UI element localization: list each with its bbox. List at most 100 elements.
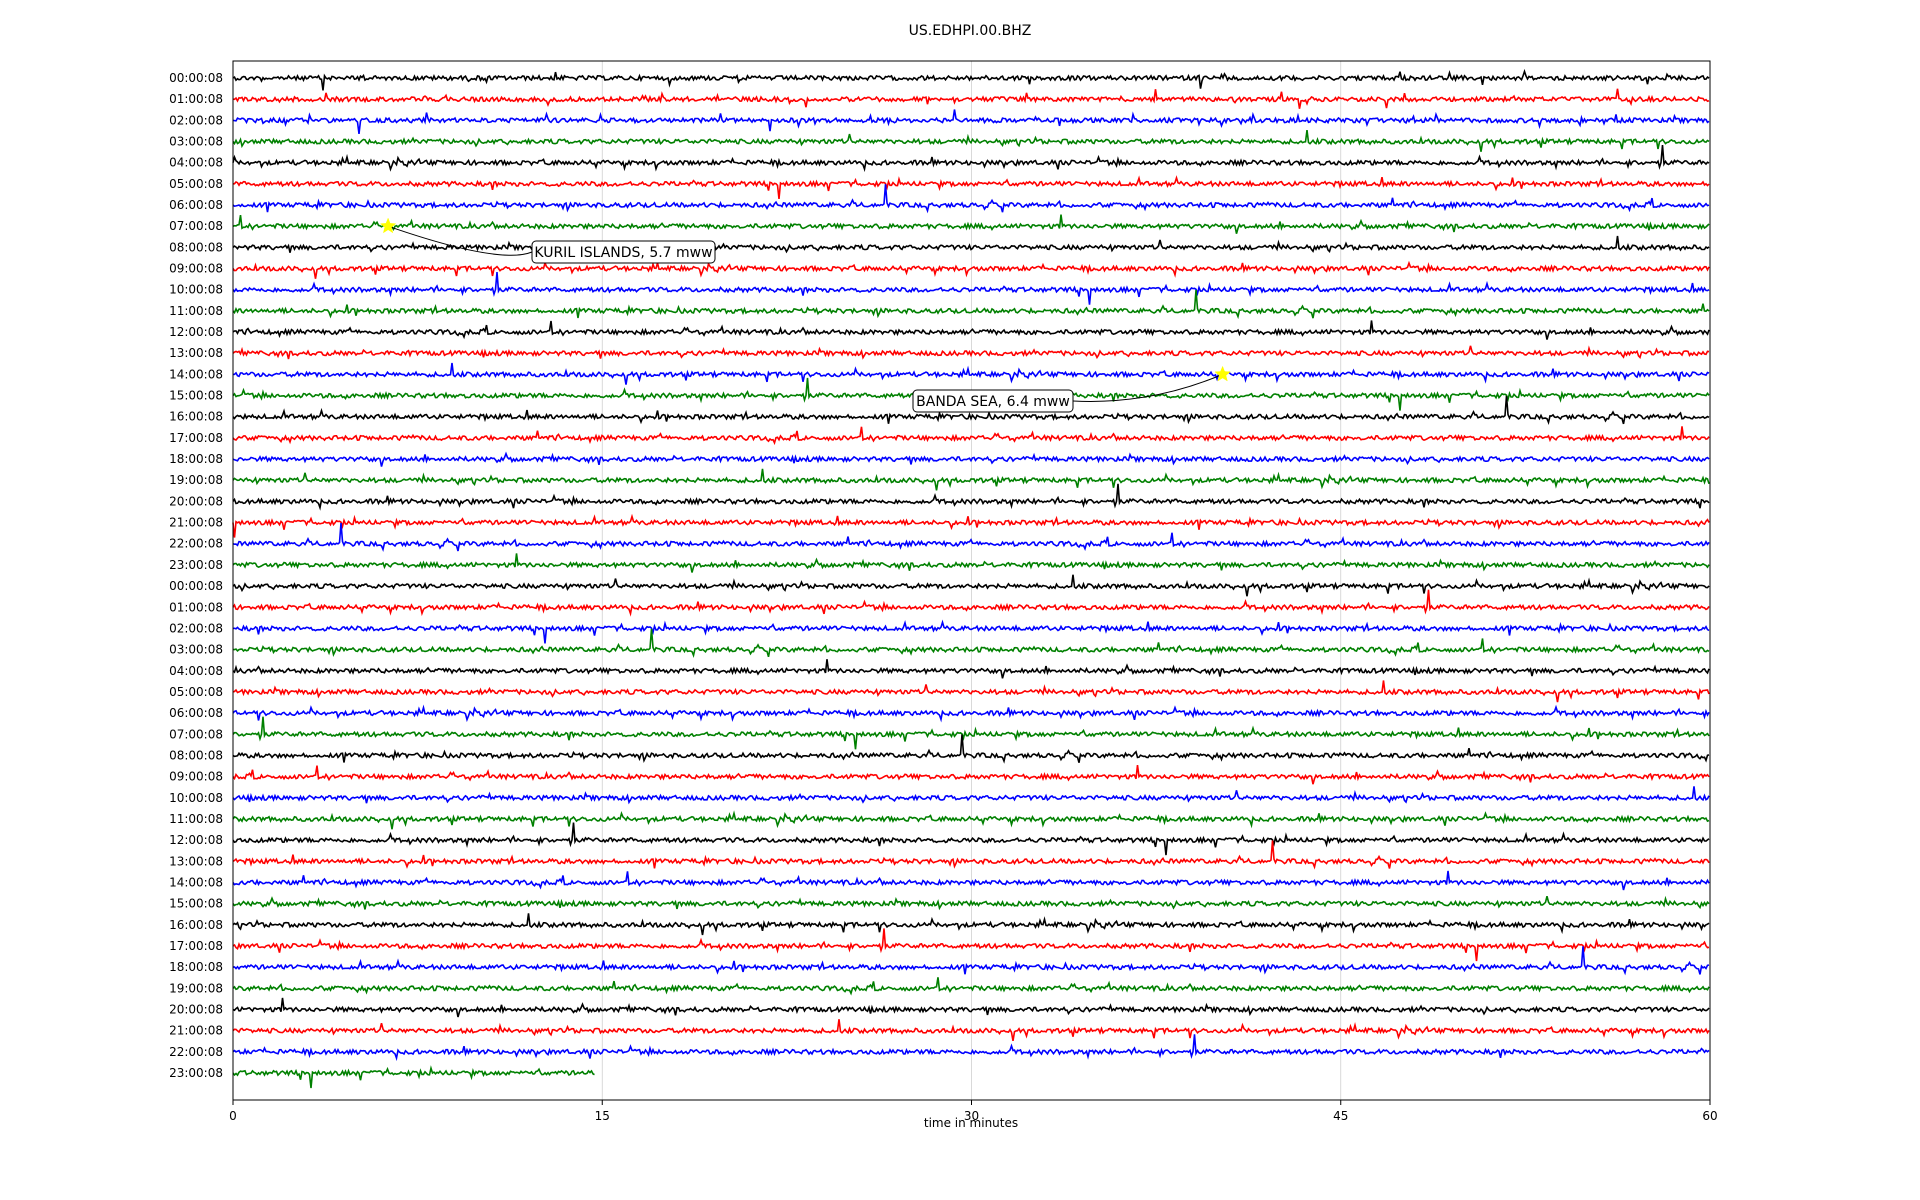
- row-label-38: 14:00:08: [169, 875, 223, 889]
- seismic-traces: [232, 68, 1710, 1089]
- trace-row-40: [232, 913, 1710, 936]
- trace-row-12: [232, 320, 1710, 340]
- annotation-box-1: [912, 389, 1074, 413]
- row-label-30: 06:00:08: [169, 706, 223, 720]
- trace-row-1: [232, 88, 1710, 109]
- trace-row-27: [233, 628, 1710, 658]
- chart-title: US.EDHPI.00.BHZ: [909, 23, 1032, 39]
- row-label-21: 21:00:08: [169, 516, 223, 530]
- trace-row-37: [232, 840, 1710, 870]
- trace-row-28: [232, 659, 1710, 679]
- trace-row-31: [232, 716, 1710, 750]
- row-label-24: 00:00:08: [169, 579, 223, 593]
- trace-row-16: [232, 395, 1710, 426]
- row-time-labels: 00:00:08 01:00:08 02:00:08 03:00:08 04:00:08…: [169, 71, 223, 1080]
- row-label-6: 06:00:08: [169, 198, 223, 212]
- row-label-44: 20:00:08: [169, 1002, 223, 1016]
- trace-row-24: [232, 574, 1710, 597]
- trace-row-43: [232, 977, 1710, 996]
- annotation-box-0: [531, 240, 716, 264]
- row-label-10: 10:00:08: [169, 283, 223, 297]
- trace-row-10: [232, 272, 1710, 305]
- trace-row-5: [232, 175, 1710, 199]
- trace-row-30: [232, 704, 1710, 723]
- row-label-34: 10:00:08: [169, 791, 223, 805]
- row-label-28: 04:00:08: [169, 664, 223, 678]
- row-label-12: 12:00:08: [169, 325, 223, 339]
- trace-row-6: [232, 184, 1710, 214]
- event-star-0: [379, 217, 397, 234]
- row-label-22: 22:00:08: [169, 537, 223, 551]
- trace-row-46: [232, 1034, 1710, 1062]
- row-label-27: 03:00:08: [169, 643, 223, 657]
- trace-row-38: [232, 870, 1710, 891]
- row-label-40: 16:00:08: [169, 918, 223, 932]
- row-label-42: 18:00:08: [169, 960, 223, 974]
- row-label-13: 13:00:08: [169, 346, 223, 360]
- row-label-19: 19:00:08: [169, 473, 223, 487]
- trace-row-35: [232, 810, 1710, 830]
- trace-row-45: [232, 1019, 1710, 1042]
- row-label-9: 09:00:08: [169, 262, 223, 276]
- x-tick-label-1: 15: [595, 1109, 610, 1123]
- trace-row-17: [232, 426, 1710, 446]
- trace-row-33: [232, 764, 1710, 785]
- row-label-16: 16:00:08: [169, 410, 223, 424]
- trace-row-14: [232, 362, 1710, 385]
- row-label-23: 23:00:08: [169, 558, 223, 572]
- trace-row-42: [232, 946, 1710, 976]
- row-label-33: 09:00:08: [169, 770, 223, 784]
- trace-row-44: [232, 997, 1710, 1018]
- x-axis-label: time in minutes: [924, 1116, 1018, 1130]
- row-label-41: 17:00:08: [169, 939, 223, 953]
- trace-row-34: [232, 786, 1710, 805]
- row-label-35: 11:00:08: [169, 812, 223, 826]
- row-label-3: 03:00:08: [169, 135, 223, 149]
- annotation-leader-0: [387, 225, 533, 256]
- trace-row-7: [232, 214, 1710, 234]
- trace-row-36: [232, 822, 1710, 856]
- row-label-26: 02:00:08: [169, 621, 223, 635]
- trace-row-11: [232, 290, 1710, 320]
- row-label-43: 19:00:08: [169, 981, 223, 995]
- trace-row-47: [232, 1065, 595, 1089]
- trace-row-21: [232, 513, 1710, 538]
- row-label-29: 05:00:08: [169, 685, 223, 699]
- row-label-2: 02:00:08: [169, 113, 223, 127]
- row-label-25: 01:00:08: [169, 600, 223, 614]
- row-label-18: 18:00:08: [169, 452, 223, 466]
- trace-row-4: [232, 145, 1710, 173]
- trace-row-22: [232, 522, 1710, 553]
- trace-row-25: [232, 589, 1710, 617]
- x-tick-label-0: 0: [229, 1109, 237, 1123]
- trace-row-8: [232, 235, 1710, 254]
- event-annotations: KURIL ISLANDS, 5.7 mww BANDA SEA, 6.4 mww: [379, 217, 1231, 413]
- trace-row-3: [232, 129, 1710, 152]
- row-label-46: 22:00:08: [169, 1045, 223, 1059]
- row-label-0: 00:00:08: [169, 71, 223, 85]
- trace-row-41: [232, 928, 1710, 962]
- row-label-7: 07:00:08: [169, 219, 223, 233]
- trace-row-2: [232, 109, 1710, 135]
- trace-row-19: [232, 468, 1710, 491]
- trace-row-32: [232, 734, 1710, 764]
- trace-row-39: [232, 895, 1710, 911]
- x-tick-label-3: 45: [1333, 1109, 1348, 1123]
- trace-row-26: [232, 619, 1710, 644]
- row-label-5: 05:00:08: [169, 177, 223, 191]
- annotation-text-1: BANDA SEA, 6.4 mww: [916, 394, 1070, 410]
- row-label-15: 15:00:08: [169, 389, 223, 403]
- trace-row-9: [232, 259, 1710, 279]
- row-label-1: 01:00:08: [169, 92, 223, 106]
- trace-row-18: [232, 451, 1710, 467]
- row-label-32: 08:00:08: [169, 748, 223, 762]
- x-tick-label-4: 60: [1702, 1109, 1717, 1123]
- row-label-45: 21:00:08: [169, 1024, 223, 1038]
- row-label-8: 08:00:08: [169, 240, 223, 254]
- trace-row-29: [232, 680, 1710, 703]
- trace-row-0: [232, 68, 1710, 91]
- row-label-31: 07:00:08: [169, 727, 223, 741]
